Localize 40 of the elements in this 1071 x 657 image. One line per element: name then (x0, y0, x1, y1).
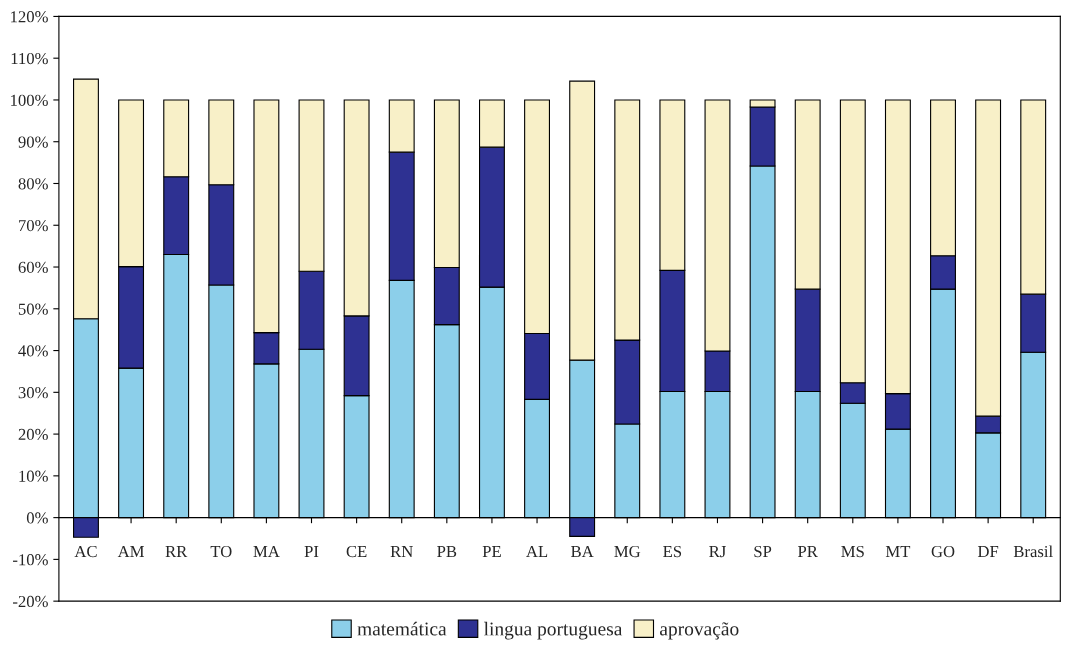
y-tick-label: 60% (18, 261, 48, 274)
y-tick-label: 0% (26, 512, 48, 524)
y-tick-label: 70% (19, 219, 48, 232)
y-tick-label: 120% (11, 11, 48, 23)
y-tick-label: 20% (18, 428, 48, 441)
y-tick-label: 100% (11, 94, 48, 106)
x-tick-label: TO (210, 545, 232, 558)
x-tick-label: RN (390, 546, 413, 557)
x-tick-label: DF (977, 546, 999, 557)
x-tick-label: PE (482, 546, 501, 557)
x-tick-label: GO (931, 545, 955, 558)
x-tick-label: PR (797, 546, 818, 557)
x-tick-label: Brasil (1013, 545, 1053, 558)
x-tick-label: AL (526, 545, 548, 557)
y-tick-label: 10% (19, 470, 48, 482)
x-tick-label: ES (663, 545, 682, 558)
x-tick-label: MG (614, 545, 641, 558)
y-tick-label: -20% (13, 595, 48, 608)
y-tick-label: 90% (18, 136, 48, 148)
x-tick-label: AC (74, 545, 97, 558)
x-tick-label: MT (885, 546, 911, 557)
x-tick-label: PB (437, 546, 457, 558)
x-tick-label: RJ (709, 546, 726, 558)
x-tick-label: MA (253, 545, 280, 557)
x-tick-label: PI (304, 546, 319, 557)
legend-label: lingua portuguesa (484, 621, 623, 640)
legend-label: matemática (357, 621, 447, 636)
y-tick-label: 80% (18, 178, 48, 190)
x-tick-label: BA (571, 545, 594, 558)
y-tick-label: 110% (11, 52, 48, 65)
x-tick-label: AM (117, 545, 145, 557)
x-tick-label: CE (346, 545, 367, 558)
y-tick-label: 50% (18, 303, 48, 315)
x-tick-label: SP (754, 545, 772, 558)
x-tick-label: RR (165, 546, 188, 557)
y-tick-label: 30% (18, 387, 48, 399)
x-tick-label: MS (841, 545, 864, 558)
legend-label: aprovação (660, 622, 739, 640)
y-tick-label: -10% (13, 554, 48, 566)
y-tick-label: 40% (18, 345, 48, 357)
